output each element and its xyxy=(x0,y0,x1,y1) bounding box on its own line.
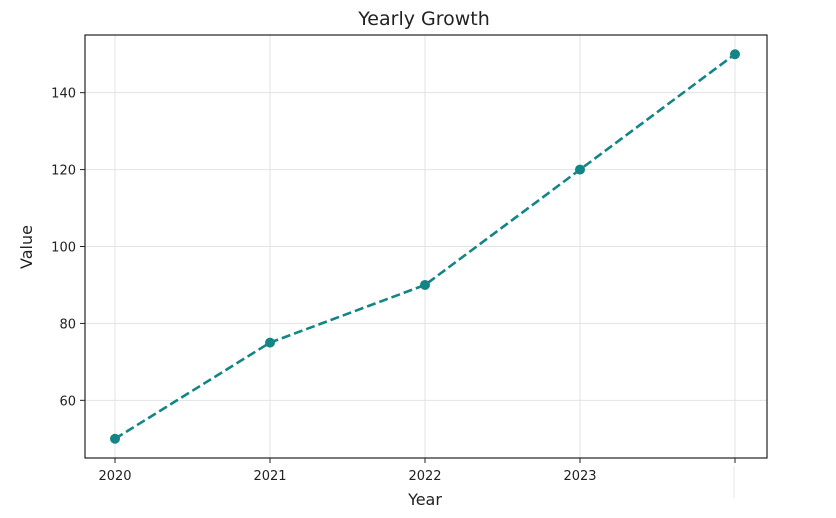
data-point xyxy=(265,337,275,348)
x-tick-label: 2021 xyxy=(253,469,286,484)
y-tick-label: 100 xyxy=(51,241,76,256)
series-group xyxy=(110,49,740,444)
data-point xyxy=(110,433,120,444)
x-axis-ticks: 2020 2021 2022 2023 xyxy=(98,458,736,484)
y-axis-label: Value xyxy=(17,225,36,269)
y-tick-label: 80 xyxy=(59,317,76,332)
grid xyxy=(85,35,767,458)
y-tick-label: 140 xyxy=(51,87,76,102)
series-line xyxy=(114,53,736,440)
x-axis-label: Year xyxy=(407,490,442,509)
x-tick-label: 2023 xyxy=(563,469,596,484)
data-point xyxy=(420,279,430,290)
y-axis-ticks: 60 80 100 120 140 xyxy=(51,87,85,409)
y-tick-label: 120 xyxy=(51,164,76,179)
x-tick-label: 2022 xyxy=(408,469,441,484)
y-tick-label: 60 xyxy=(59,394,76,409)
mask-patch-bottom-right xyxy=(606,466,811,498)
x-tick-label: 2020 xyxy=(98,469,131,484)
data-point xyxy=(575,164,585,175)
data-point xyxy=(730,49,740,60)
chart-title: Yearly Growth xyxy=(357,8,490,30)
